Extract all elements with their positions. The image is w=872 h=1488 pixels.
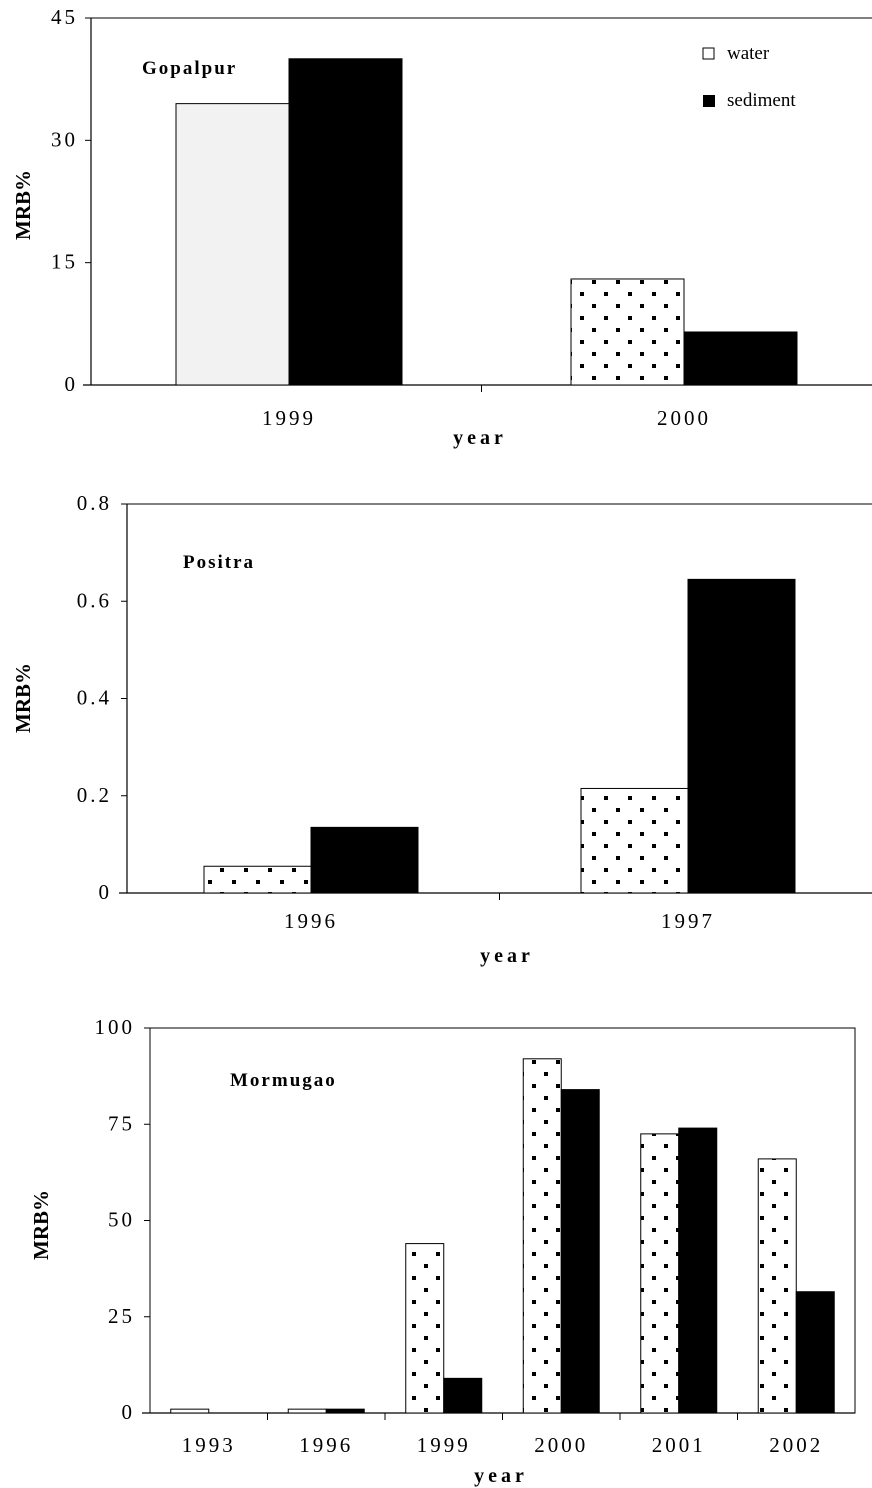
y-axis-label: MRB% [11, 170, 35, 240]
bar-sediment-1997 [687, 578, 796, 894]
x-category-label: 1999 [417, 1433, 471, 1457]
bar-sediment-1996 [310, 826, 419, 894]
x-category-label: 2000 [534, 1433, 588, 1457]
bar-water-2001 [640, 1133, 680, 1414]
y-tick-label: 50 [108, 1208, 135, 1232]
bar-sediment-1996 [325, 1408, 365, 1414]
bar-water-1999 [405, 1243, 445, 1414]
y-axis-label: MRB% [11, 663, 35, 733]
chart-title: Gopalpur [142, 58, 237, 79]
bar-sediment-1999 [443, 1377, 483, 1414]
bar-water-1996 [203, 865, 312, 894]
x-category-label: 2001 [652, 1433, 706, 1457]
legend-swatch-water [702, 47, 715, 60]
chart-title: Mormugao [230, 1070, 337, 1091]
y-tick-label: 0.8 [77, 491, 112, 515]
x-axis-label: year [453, 427, 507, 449]
chart-panel-3 [142, 1027, 856, 1420]
y-axis-label: MRB% [29, 1190, 53, 1260]
y-tick-label: 0.2 [77, 783, 112, 807]
bar-sediment-2001 [678, 1127, 718, 1414]
chart-panel-2 [119, 503, 872, 900]
x-category-label: 2000 [657, 406, 711, 430]
x-category-label: 1996 [299, 1433, 353, 1457]
bar-water-2000 [522, 1058, 562, 1414]
y-tick-label: 0.6 [77, 588, 112, 612]
bar-water-2002 [757, 1158, 797, 1414]
x-axis-label: year [474, 1465, 528, 1487]
x-axis-label: year [480, 945, 534, 967]
bar-water-1997 [580, 787, 689, 894]
x-category-label: 1999 [262, 406, 316, 430]
bar-water-1996 [287, 1408, 327, 1414]
y-tick-label: 0 [122, 1400, 136, 1424]
bar-water-1999 [175, 103, 290, 386]
bar-sediment-2000 [560, 1089, 600, 1414]
bar-sediment-2000 [683, 331, 798, 386]
bar-sediment-1999 [288, 58, 403, 386]
y-tick-label: 45 [51, 5, 78, 29]
y-tick-label: 25 [108, 1304, 135, 1328]
legend-label-sediment: sediment [727, 90, 796, 111]
x-category-label: 1996 [284, 909, 338, 933]
x-category-label: 1997 [661, 909, 715, 933]
y-tick-label: 0 [99, 880, 113, 904]
y-tick-label: 100 [95, 1015, 136, 1039]
y-tick-label: 15 [51, 250, 78, 274]
legend-swatch-sediment [703, 95, 715, 107]
bar-sediment-2002 [795, 1291, 835, 1414]
y-tick-label: 30 [51, 127, 78, 151]
y-tick-label: 0 [65, 372, 79, 396]
x-category-label: 1993 [182, 1433, 236, 1457]
y-tick-label: 75 [108, 1111, 135, 1135]
chart-panel-1 [83, 17, 872, 392]
bar-water-2000 [570, 278, 685, 386]
chart-title: Positra [183, 552, 255, 573]
bar-water-1993 [170, 1408, 210, 1414]
y-tick-label: 0.4 [77, 686, 112, 710]
legend-label-water: water [727, 43, 770, 64]
x-category-label: 2002 [769, 1433, 823, 1457]
